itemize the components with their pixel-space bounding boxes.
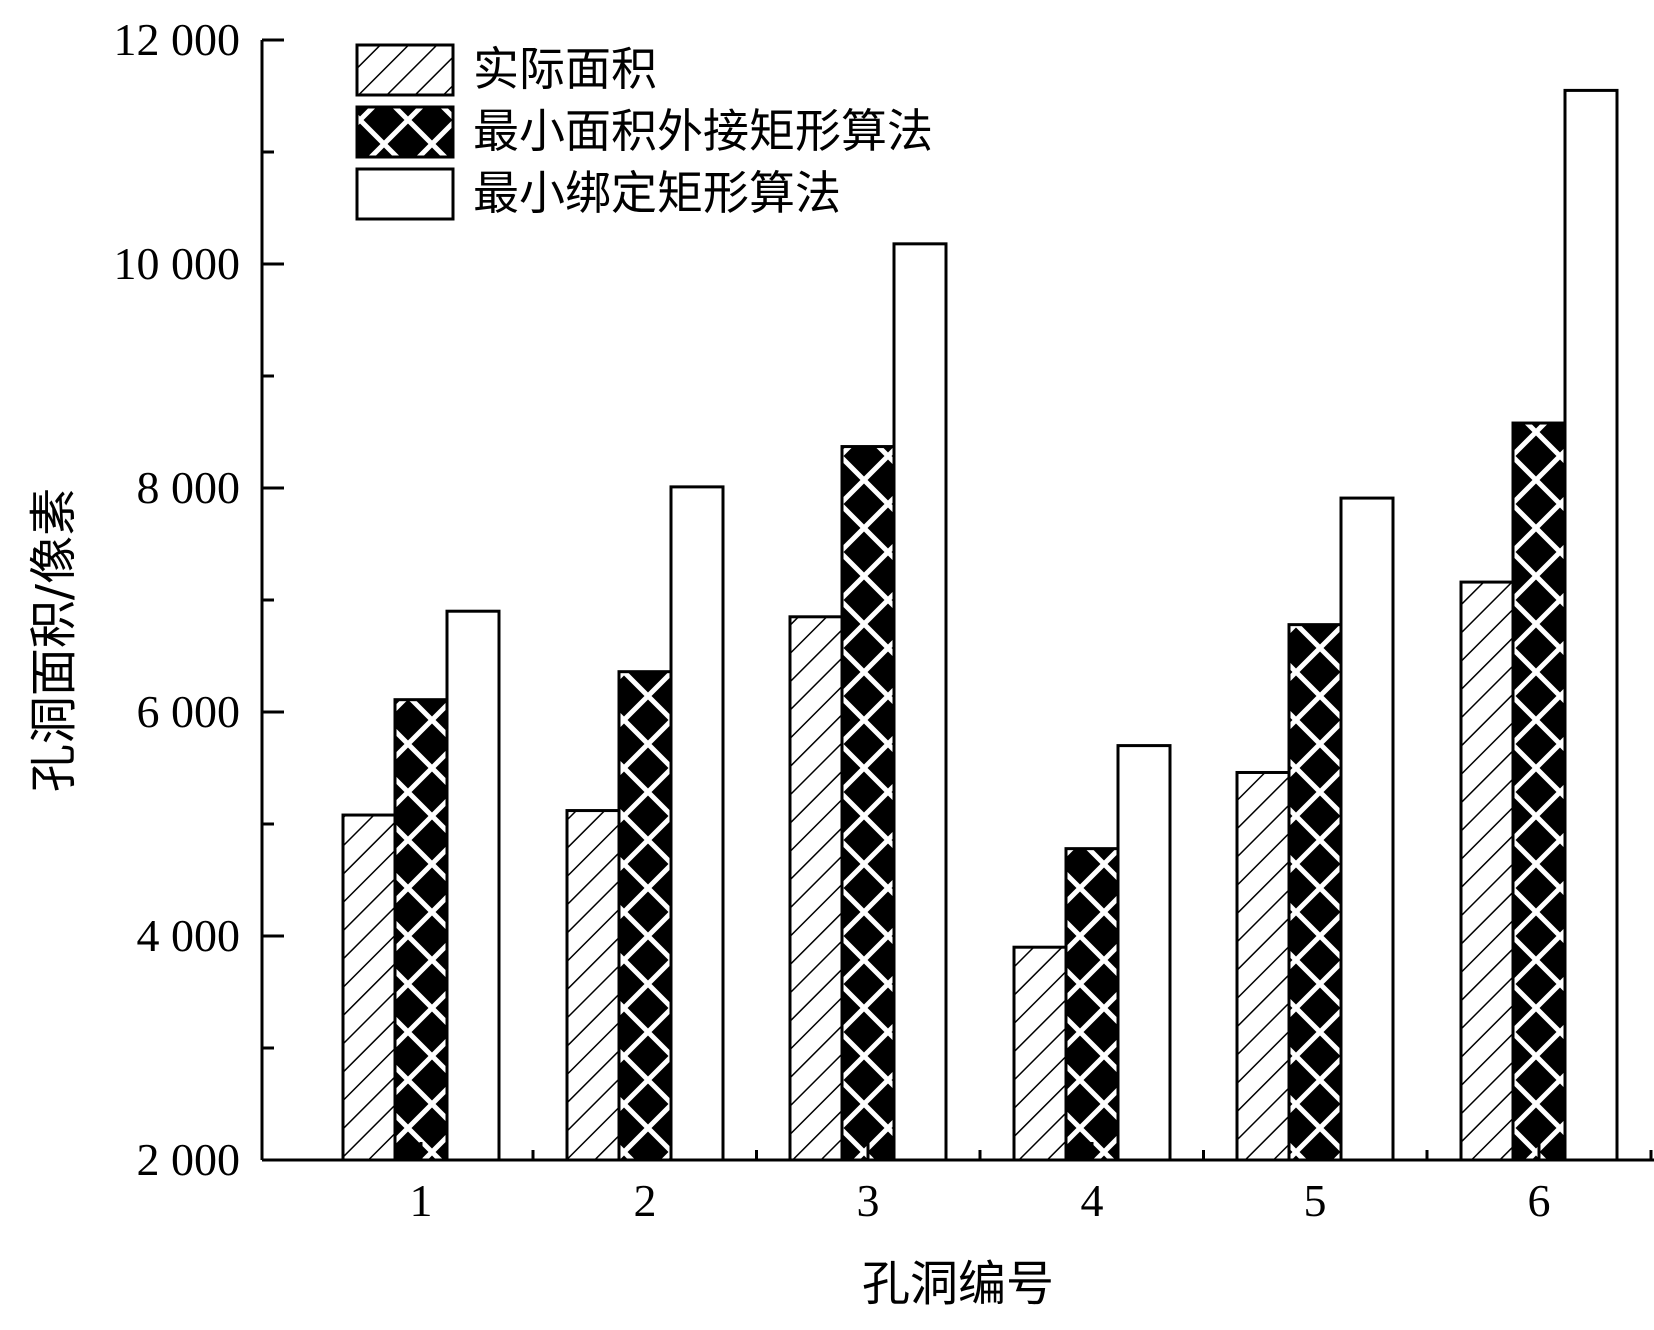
bar-3-cat-3 — [892, 242, 948, 1162]
bar-3-cat-5 — [1339, 496, 1395, 1162]
bar-2-cat-1 — [393, 698, 449, 1162]
legend-swatch-2 — [355, 105, 455, 159]
y-tick-label: 10 000 — [114, 238, 241, 289]
y-tick-label: 2 000 — [137, 1134, 241, 1185]
bar-1-cat-4 — [1012, 945, 1068, 1162]
legend-label-3: 最小绑定矩形算法 — [473, 166, 841, 220]
legend-swatch-3 — [355, 167, 455, 221]
legend-label-2: 最小面积外接矩形算法 — [473, 104, 933, 158]
bar-1-cat-1 — [341, 813, 397, 1162]
bar-1-cat-2 — [565, 809, 621, 1162]
bar-2-cat-3 — [840, 445, 896, 1162]
x-tick-label: 6 — [1528, 1175, 1551, 1226]
bar-2-cat-5 — [1287, 623, 1343, 1162]
y-tick-label: 12 000 — [114, 14, 241, 65]
x-tick-label: 5 — [1304, 1175, 1327, 1226]
y-tick-label: 4 000 — [137, 910, 241, 961]
x-tick-label: 1 — [410, 1175, 433, 1226]
bar-1-cat-6 — [1459, 580, 1515, 1162]
x-axis-title: 孔洞编号 — [862, 1256, 1054, 1312]
y-axis-title: 孔洞面积/像素 — [26, 488, 82, 792]
bar-3-cat-1 — [445, 609, 501, 1162]
x-tick-label: 2 — [634, 1175, 657, 1226]
bar-3-cat-2 — [669, 485, 725, 1162]
bar-2-cat-6 — [1511, 421, 1567, 1162]
bar-1-cat-5 — [1235, 770, 1291, 1162]
y-axis-ticks: 2 000 4 000 6 000 8 000 10 000 12 000 — [114, 14, 284, 1185]
bar-2-cat-2 — [617, 670, 673, 1162]
bar-1-cat-3 — [788, 615, 844, 1162]
y-tick-label: 6 000 — [137, 686, 241, 737]
x-axis-ticks: 1 2 3 4 5 6 — [410, 1142, 1653, 1226]
y-tick-label: 8 000 — [137, 462, 241, 513]
bar-2-cat-4 — [1064, 847, 1120, 1162]
legend-label-1: 实际面积 — [473, 42, 657, 96]
bar-3-cat-4 — [1116, 744, 1172, 1162]
x-tick-label: 4 — [1081, 1175, 1104, 1226]
x-tick-label: 3 — [857, 1175, 880, 1226]
bars-layer — [341, 88, 1619, 1162]
legend-swatch-1 — [355, 43, 455, 97]
bar-3-cat-6 — [1563, 88, 1619, 1162]
